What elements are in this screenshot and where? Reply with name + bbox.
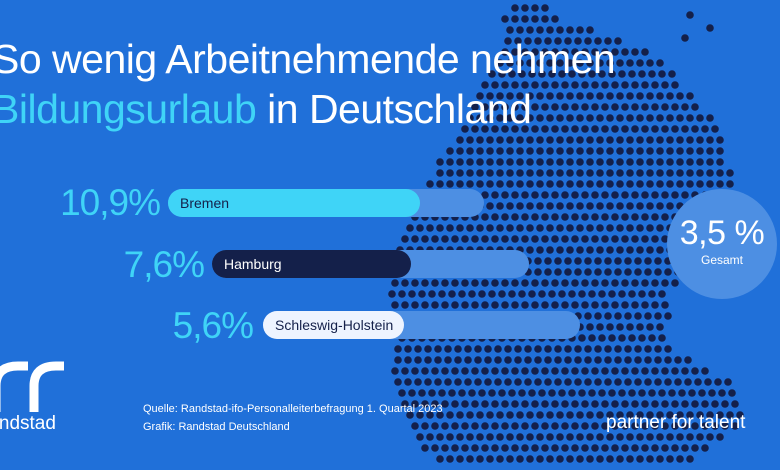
bar-label-bremen: Bremen [180, 195, 230, 211]
title-line-2: in Deutschland [256, 86, 532, 132]
value-label-hamburg: 7,6% [123, 244, 205, 285]
bar-schleswig-holstein: Schleswig-Holstein [263, 311, 404, 339]
bar-label-schleswig-holstein: Schleswig-Holstein [275, 317, 394, 333]
title-line-1: So wenig Arbeitnehmende nehmen [0, 36, 616, 82]
value-label-bremen: 10,9% [60, 182, 161, 223]
source-note: Quelle: Randstad-ifo-Personalleiterbefra… [143, 403, 443, 415]
value-label-schleswig-holstein: 5,6% [172, 305, 254, 346]
bar-label-hamburg: Hamburg [224, 256, 282, 272]
page-title: So wenig Arbeitnehmende nehmen Bildungsu… [0, 34, 616, 134]
total-label: Gesamt [700, 253, 743, 267]
brand-name: randstad [0, 413, 56, 434]
bar-hamburg: Hamburg [212, 250, 411, 278]
title-highlight: Bildungsurlaub [0, 86, 257, 132]
bar-bremen: Bremen [168, 189, 420, 217]
tagline: partner for talent [606, 412, 746, 433]
total-value: 3,5 % [679, 214, 765, 252]
randstad-logo [0, 361, 64, 412]
total-badge: 3,5 % Gesamt [667, 189, 777, 299]
graphic-credit: Grafik: Randstad Deutschland [143, 421, 290, 433]
